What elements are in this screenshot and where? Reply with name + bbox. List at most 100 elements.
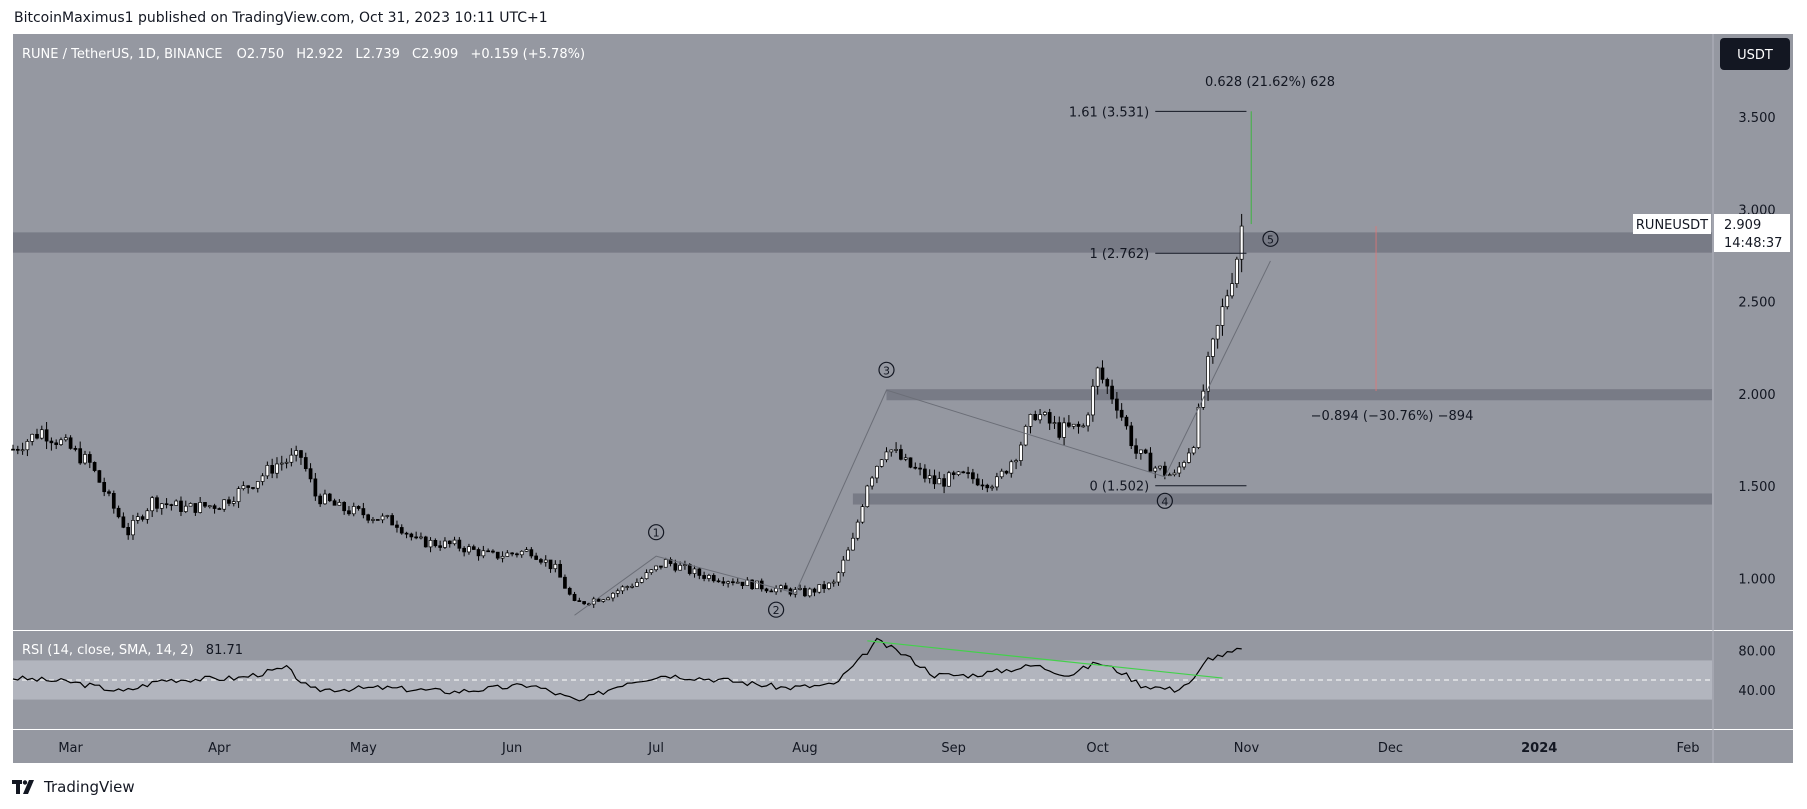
candle-body: [356, 506, 361, 509]
candle-body: [491, 550, 495, 553]
candle-body: [534, 555, 538, 560]
candle-body: [255, 481, 260, 489]
candle-body: [903, 457, 908, 460]
candle-body: [683, 564, 687, 566]
tradingview-logo-icon: [12, 780, 34, 794]
candle-body: [1105, 379, 1110, 387]
candle-body: [433, 540, 438, 547]
candle-body: [606, 597, 610, 601]
time-tick-label: May: [350, 741, 377, 756]
candle-body: [726, 581, 730, 584]
candle-body: [596, 598, 601, 602]
candle-body: [923, 468, 927, 479]
candle-body: [620, 586, 625, 592]
ohlc-high-key: H: [296, 47, 306, 62]
ohlc-close-key: C: [412, 47, 421, 62]
candle-body: [505, 552, 510, 557]
candle-body: [1091, 385, 1095, 416]
ohlc-change: +0.159 (+5.78%): [470, 47, 585, 62]
candle-body: [1019, 444, 1023, 461]
candle-body: [1235, 258, 1239, 284]
candle-body: [659, 565, 663, 568]
candle-body: [164, 503, 169, 506]
time-axis-bg[interactable]: [13, 730, 1793, 763]
candle-body: [702, 575, 706, 579]
candle-body: [1220, 306, 1225, 326]
candle-body: [260, 475, 265, 482]
published-by-line: BitcoinMaximus1 published on TradingView…: [14, 10, 548, 26]
candle-body: [35, 433, 39, 439]
candle-body: [1033, 414, 1038, 421]
candle-body: [836, 572, 841, 583]
wave-4-marker: 4: [1156, 492, 1173, 509]
candle-body: [1211, 338, 1215, 357]
candle-body: [1095, 367, 1100, 387]
candle-body: [476, 549, 481, 557]
candle-body: [764, 588, 769, 592]
candle-body: [1215, 325, 1220, 340]
drawing-overlay: [574, 110, 1377, 616]
candle-body: [875, 465, 879, 479]
candle-body: [515, 553, 519, 556]
candle-body: [1167, 474, 1172, 477]
candle-body: [1009, 461, 1014, 474]
candle-body: [25, 441, 30, 451]
candle-body: [419, 536, 423, 539]
candle-body: [193, 503, 198, 513]
candle-body: [150, 497, 155, 512]
candle-body: [227, 499, 231, 504]
time-tick-label: 2024: [1521, 741, 1557, 756]
candle-body: [1038, 414, 1042, 421]
candle-body: [1143, 449, 1148, 454]
candle-body: [443, 540, 447, 548]
candle-body: [990, 486, 994, 489]
candle-body: [308, 468, 313, 480]
candle-body: [937, 478, 942, 485]
candle-body: [222, 499, 227, 510]
candle-body: [270, 465, 275, 474]
candle-body: [73, 448, 78, 450]
candle-body: [135, 516, 140, 521]
candle-body: [908, 457, 913, 468]
candle-body: [807, 588, 812, 597]
candle-body: [59, 439, 63, 445]
candle-body: [567, 587, 572, 595]
candle-body: [294, 450, 299, 456]
axis-labels: 3.5003.0002.5002.0001.5001.00080.0040.00…: [58, 111, 1775, 756]
price-tick-label: 2.500: [1738, 296, 1775, 311]
currency-button[interactable]: USDT: [1720, 38, 1790, 70]
candle-body: [318, 495, 323, 505]
candle-body: [299, 450, 303, 458]
candle-body: [1230, 283, 1234, 297]
candle-body: [779, 585, 783, 589]
candle-body: [1086, 414, 1090, 427]
candle-body: [678, 564, 682, 571]
candle-body: [87, 454, 92, 463]
candle-body: [1153, 467, 1158, 472]
candle-body: [798, 588, 802, 590]
candle-body: [107, 491, 111, 494]
candle-body: [673, 563, 678, 571]
candle-body: [265, 465, 270, 477]
candle-body: [731, 581, 735, 584]
candle-body: [582, 601, 586, 605]
main-pane-bg[interactable]: [13, 34, 1793, 630]
candle-body: [462, 547, 466, 553]
rsi-trendline: [867, 640, 1223, 679]
candle-body: [140, 516, 145, 520]
candle-body: [500, 556, 505, 559]
candle-body: [711, 575, 716, 582]
candle-body: [668, 559, 673, 564]
candle-body: [750, 579, 754, 590]
candle-body: [467, 546, 471, 553]
rsi-header: RSI (14, close, SMA, 14, 2) 81.71: [22, 643, 243, 658]
candle-body: [198, 502, 203, 513]
wave-1-label: 1: [653, 527, 660, 540]
candle-body: [630, 585, 634, 588]
candle-body: [1052, 422, 1057, 424]
candle-body: [649, 569, 654, 573]
candle-body: [414, 536, 419, 539]
candle-body: [279, 462, 284, 465]
candle-body: [639, 578, 644, 583]
